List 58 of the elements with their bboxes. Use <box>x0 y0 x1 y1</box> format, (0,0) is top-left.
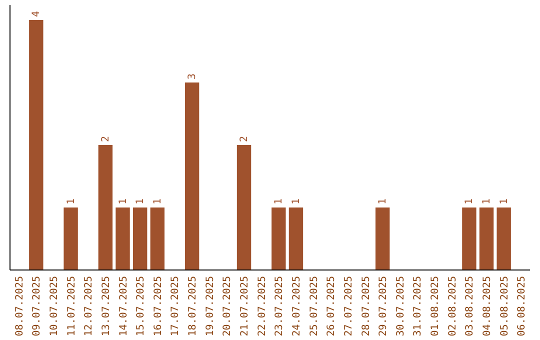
x-tick-label: 22.07.2025 <box>256 276 268 336</box>
data-label: 1 <box>135 198 146 204</box>
bar <box>150 208 165 270</box>
x-tick-label: 01.08.2025 <box>430 276 442 336</box>
x-tick-label: 31.07.2025 <box>412 276 424 336</box>
x-tick-label: 12.07.2025 <box>84 276 95 336</box>
x-tick-label: 11.07.2025 <box>66 276 78 336</box>
data-label: 1 <box>482 198 493 204</box>
data-label: 2 <box>239 136 250 142</box>
x-tick-label: 02.08.2025 <box>447 276 458 336</box>
x-tick-label: 21.07.2025 <box>240 276 251 336</box>
data-label: 2 <box>100 136 112 142</box>
bar <box>132 208 148 270</box>
bar <box>375 208 390 270</box>
x-tick-label: 24.07.2025 <box>291 276 302 336</box>
x-tick-label: 05.08.2025 <box>499 276 510 336</box>
x-tick-label: 17.07.2025 <box>170 276 182 336</box>
x-tick-label: 10.07.2025 <box>48 276 60 336</box>
bar <box>496 208 511 270</box>
bar <box>272 208 286 270</box>
x-tick-label: 14.07.2025 <box>118 276 130 336</box>
x-tick-label: 03.08.2025 <box>464 276 476 336</box>
bar <box>98 145 113 270</box>
x-tick-label: 04.08.2025 <box>482 276 494 336</box>
x-tick-label: 23.07.2025 <box>274 276 286 336</box>
bar <box>462 208 476 270</box>
x-tick-label: 27.07.2025 <box>343 276 354 336</box>
x-tick-label: 18.07.2025 <box>188 276 199 336</box>
x-tick-label: 20.07.2025 <box>222 276 234 336</box>
bar <box>184 82 200 270</box>
x-tick-label: 25.07.2025 <box>308 276 320 336</box>
bar <box>236 145 252 270</box>
x-tick-label: 16.07.2025 <box>152 276 164 336</box>
x-tick-label: 29.07.2025 <box>378 276 390 336</box>
data-label: 1 <box>378 198 389 204</box>
data-label: 1 <box>464 198 476 204</box>
data-label: 1 <box>498 198 510 204</box>
x-tick-label: 28.07.2025 <box>360 276 372 336</box>
data-label: 1 <box>274 198 285 204</box>
data-label: 4 <box>31 10 42 17</box>
x-tick-label: 09.07.2025 <box>32 276 43 336</box>
data-label: 1 <box>118 198 129 204</box>
bar <box>29 20 44 270</box>
x-tick-label: 26.07.2025 <box>326 276 338 336</box>
bar <box>288 208 304 270</box>
data-label: 1 <box>152 198 164 204</box>
bar <box>116 208 130 270</box>
bar <box>479 208 494 270</box>
data-label: 3 <box>187 73 198 80</box>
x-tick-label: 19.07.2025 <box>204 276 216 336</box>
x-tick-label: 06.08.2025 <box>516 276 528 336</box>
x-tick-label: 30.07.2025 <box>395 276 406 336</box>
x-tick-label: 13.07.2025 <box>100 276 112 336</box>
bar <box>64 208 78 270</box>
data-label: 1 <box>66 198 77 204</box>
x-tick-label: 08.07.2025 <box>14 276 26 336</box>
x-tick-label: 15.07.2025 <box>136 276 147 336</box>
data-label: 1 <box>290 198 302 204</box>
